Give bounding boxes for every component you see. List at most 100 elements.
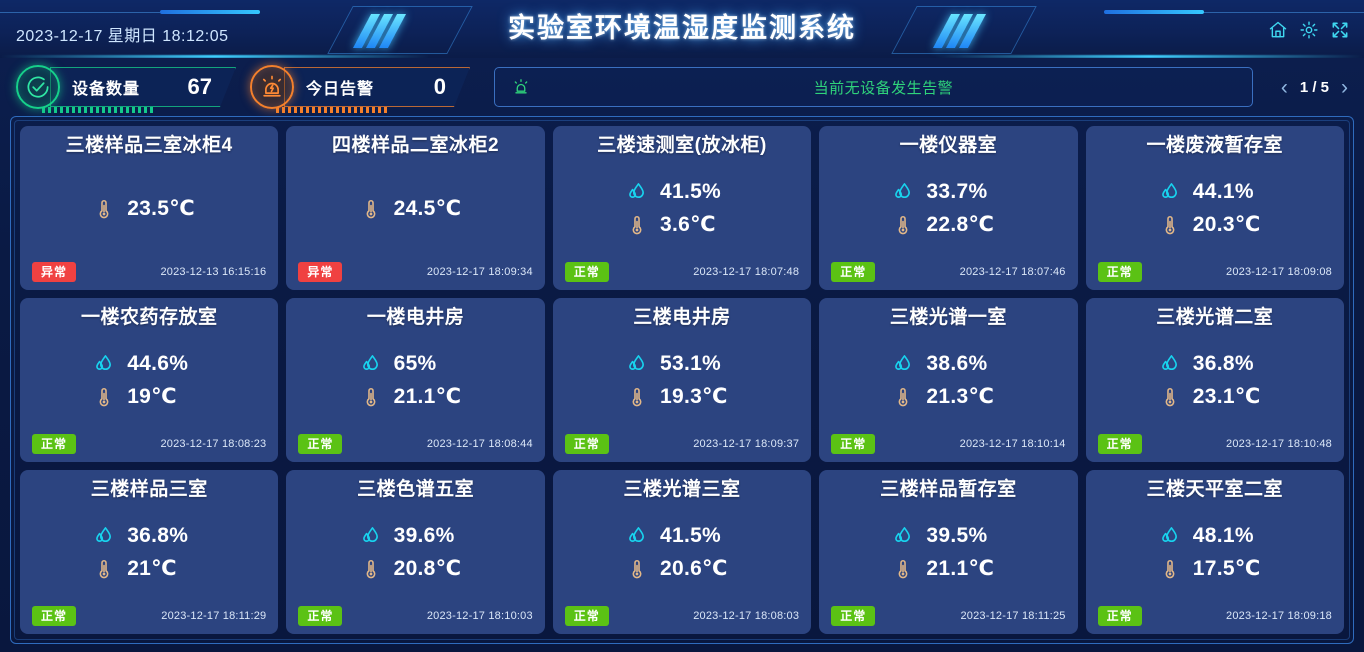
status-badge: 正常 (298, 433, 343, 454)
device-card-title: 一楼仪器室 (899, 135, 998, 156)
device-card-timestamp: 2023-12-17 18:07:48 (693, 265, 800, 278)
header-glow-left (0, 55, 430, 58)
device-card-metrics: 44.6% 19℃ (32, 330, 266, 432)
humidity-value: 39.6% (393, 524, 455, 548)
pagination: ‹ 1 / 5 › (1281, 77, 1348, 98)
alert-banner[interactable]: 当前无设备发生告警 (494, 67, 1253, 107)
device-card[interactable]: 一楼仪器室 33.7% 22.8℃ 正常 2023-12-17 18:07:46 (819, 126, 1078, 290)
device-card[interactable]: 三楼光谱二室 36.8% 23.1℃ 正常 2023-12-17 18:10:48 (1085, 298, 1344, 462)
temperature-metric: 23.1℃ (1098, 384, 1332, 409)
humidity-drop-icon (626, 524, 648, 548)
device-card-timestamp: 2023-12-17 18:10:48 (1226, 437, 1332, 450)
humidity-drop-icon (360, 524, 382, 548)
device-card[interactable]: 三楼色谱五室 39.6% 20.8℃ 正常 2023-12-17 18:10:03 (286, 470, 545, 634)
humidity-metric: 41.5% (565, 180, 799, 204)
humidity-metric: 38.6% (831, 352, 1065, 376)
status-badge: 正常 (831, 261, 876, 282)
device-card-timestamp: 2023-12-17 18:11:25 (960, 609, 1066, 622)
device-card[interactable]: 三楼电井房 53.1% 19.3℃ 正常 2023-12-17 18:09:37 (552, 298, 812, 462)
temperature-metric: 17.5℃ (1098, 556, 1332, 581)
device-card-metrics: 41.5% 3.6℃ (565, 158, 799, 260)
device-card-timestamp: 2023-12-17 18:09:08 (1226, 265, 1332, 278)
device-card-metrics: 24.5℃ (298, 158, 532, 260)
alarm-light-icon (511, 77, 531, 97)
humidity-drop-icon (93, 352, 115, 376)
header-bar-right (1104, 10, 1204, 14)
fullscreen-icon[interactable] (1330, 20, 1350, 40)
next-page-button[interactable]: › (1341, 75, 1348, 99)
device-card[interactable]: 一楼废液暂存室 44.1% 20.3℃ 正常 2023-12-17 18:09:08 (1085, 126, 1344, 290)
device-card-title: 三楼色谱五室 (357, 479, 475, 500)
device-card-footer: 正常 2023-12-17 18:07:46 (831, 261, 1065, 282)
header-line-right (1204, 12, 1364, 13)
thermometer-icon (93, 557, 115, 581)
status-badge: 异常 (32, 261, 77, 282)
temperature-metric: 21.1℃ (831, 556, 1065, 581)
device-card-grid: 三楼样品三室冰柜4 23.5℃ 异常 2023-12-13 16:15:16 四楼样品二… (17, 123, 1347, 637)
prev-page-button[interactable]: ‹ (1280, 75, 1288, 99)
humidity-value: 33.7% (926, 180, 988, 204)
device-card[interactable]: 一楼电井房 65% 21.1℃ 正常 2023-12-17 18:08:44 (286, 298, 545, 462)
humidity-metric: 39.5% (831, 524, 1065, 548)
status-badge: 正常 (1097, 433, 1142, 454)
humidity-drop-icon (626, 180, 648, 204)
humidity-drop-icon (892, 352, 914, 376)
device-card[interactable]: 四楼样品二室冰柜2 24.5℃ 异常 2023-12-17 18:09:34 (286, 126, 545, 290)
humidity-metric: 41.5% (565, 524, 799, 548)
device-card-metrics: 41.5% 20.6℃ (565, 502, 799, 604)
header-line-left (0, 12, 160, 13)
device-card-footer: 正常 2023-12-17 18:09:18 (1097, 605, 1332, 626)
device-card-timestamp: 2023-12-17 18:08:03 (693, 609, 800, 622)
device-card[interactable]: 三楼样品三室 36.8% 21℃ 正常 2023-12-17 18:11:29 (20, 470, 279, 634)
device-card-timestamp: 2023-12-17 18:10:03 (426, 609, 533, 622)
device-card[interactable]: 一楼农药存放室 44.6% 19℃ 正常 2023-12-17 18:08:23 (20, 298, 279, 462)
status-badge: 正常 (298, 605, 343, 626)
stat-today-alarm[interactable]: 今日告警 0 (250, 65, 470, 113)
humidity-drop-icon (892, 180, 914, 204)
device-card-metrics: 38.6% 21.3℃ (831, 330, 1065, 432)
device-card[interactable]: 三楼天平室二室 48.1% 17.5℃ 正常 2023-12-17 18:09:18 (1085, 470, 1344, 634)
status-badge: 正常 (831, 605, 876, 626)
thermometer-icon (360, 197, 382, 221)
temperature-value: 20.6℃ (659, 557, 728, 581)
humidity-value: 53.1% (659, 352, 722, 376)
device-card-title: 四楼样品二室冰柜2 (332, 135, 500, 156)
humidity-drop-icon (626, 352, 648, 376)
device-card-title: 三楼天平室二室 (1146, 479, 1284, 500)
device-card-footer: 正常 2023-12-17 18:08:44 (298, 433, 533, 454)
device-card-metrics: 23.5℃ (32, 158, 266, 260)
status-badge: 正常 (32, 433, 77, 454)
temperature-metric: 3.6℃ (565, 212, 799, 237)
temperature-metric: 20.6℃ (565, 556, 799, 581)
stat-device-count[interactable]: 设备数量 67 (16, 65, 236, 113)
home-icon[interactable] (1268, 20, 1288, 40)
device-card-timestamp: 2023-12-17 18:09:34 (426, 265, 533, 278)
device-card[interactable]: 三楼样品三室冰柜4 23.5℃ 异常 2023-12-13 16:15:16 (20, 126, 279, 290)
device-card[interactable]: 三楼光谱三室 41.5% 20.6℃ 正常 2023-12-17 18:08:03 (552, 470, 812, 634)
device-card-footer: 正常 2023-12-17 18:11:29 (32, 605, 266, 626)
humidity-value: 41.5% (659, 180, 722, 204)
app-header: 2023-12-17 星期日 18:12:05 实验室环境温湿度监测系统 (0, 0, 1364, 58)
temperature-value: 23.5℃ (127, 197, 195, 221)
humidity-drop-icon (93, 524, 115, 548)
temperature-value: 23.1℃ (1192, 385, 1261, 409)
device-card[interactable]: 三楼速测室(放冰柜) 41.5% 3.6℃ 正常 2023-12-17 18:07:48 (552, 126, 812, 290)
device-card-footer: 正常 2023-12-17 18:10:48 (1097, 433, 1332, 454)
temperature-value: 24.5℃ (393, 197, 462, 221)
device-card-title: 一楼农药存放室 (80, 307, 218, 328)
thermometer-icon (1159, 213, 1181, 237)
stat-today-alarm-body: 今日告警 0 (284, 67, 470, 107)
temperature-value: 17.5℃ (1192, 557, 1261, 581)
device-card-timestamp: 2023-12-17 18:10:14 (959, 437, 1066, 450)
device-card-timestamp: 2023-12-17 18:09:18 (1226, 609, 1332, 622)
device-card-timestamp: 2023-12-17 18:08:44 (426, 437, 533, 450)
device-card-metrics: 39.6% 20.8℃ (298, 502, 532, 604)
device-card-title: 一楼电井房 (366, 307, 465, 328)
device-card-title: 三楼样品暂存室 (880, 479, 1017, 500)
gear-icon[interactable] (1299, 20, 1319, 40)
temperature-value: 19.3℃ (659, 385, 728, 409)
header-icon-group (1268, 20, 1350, 40)
device-card[interactable]: 三楼光谱一室 38.6% 21.3℃ 正常 2023-12-17 18:10:14 (819, 298, 1078, 462)
thermometer-icon (626, 385, 648, 409)
device-card[interactable]: 三楼样品暂存室 39.5% 21.1℃ 正常 2023-12-17 18:11:25 (819, 470, 1078, 634)
